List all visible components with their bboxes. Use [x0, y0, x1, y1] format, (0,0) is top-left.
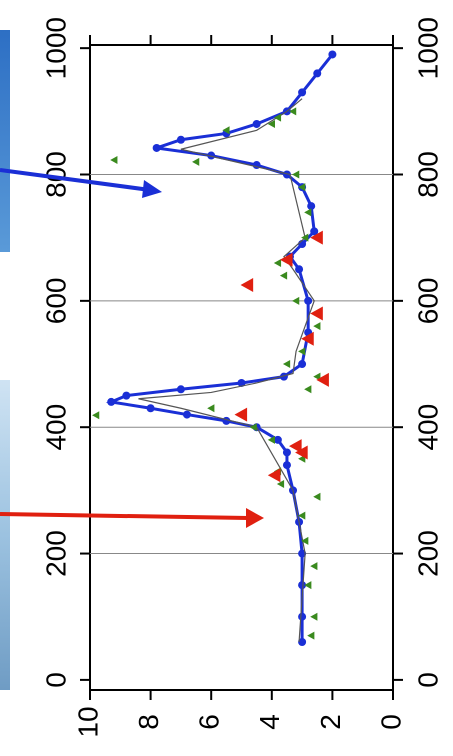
point: [292, 170, 300, 179]
series-line: [138, 98, 315, 643]
x-tick-label: 0: [412, 672, 443, 688]
y-tick-label: 8: [133, 714, 164, 730]
point: [267, 435, 275, 444]
point: [304, 208, 312, 217]
point: [252, 119, 261, 128]
point: [273, 113, 282, 122]
arrow: [0, 168, 151, 192]
point: [176, 135, 185, 144]
point: [310, 306, 323, 321]
point: [298, 360, 307, 369]
point: [146, 404, 155, 413]
point: [301, 331, 314, 346]
point: [289, 107, 297, 116]
point: [207, 404, 215, 413]
point: [110, 155, 118, 164]
point: [295, 265, 304, 274]
point: [298, 637, 307, 646]
point: [92, 411, 100, 420]
x-tick-label: 1000: [412, 17, 443, 79]
point: [234, 407, 248, 422]
arrow-head: [246, 508, 264, 528]
x-tick-label: 600: [40, 277, 71, 324]
point: [292, 296, 300, 305]
point: [282, 448, 291, 457]
point: [301, 233, 309, 242]
point: [289, 439, 302, 454]
point: [313, 322, 321, 331]
y-tick-label: 4: [254, 714, 285, 730]
point: [267, 119, 275, 128]
point: [273, 258, 282, 267]
point: [313, 492, 321, 501]
point: [304, 581, 312, 590]
x-tick-label: 0: [40, 672, 71, 688]
arrow-head: [142, 180, 162, 198]
point: [152, 143, 161, 152]
arrow: [0, 512, 249, 520]
point: [207, 151, 216, 160]
y-tick-label: 2: [315, 714, 346, 730]
point: [279, 372, 288, 381]
point: [282, 170, 291, 179]
y-tick-label: 6: [194, 714, 225, 730]
point: [240, 278, 254, 293]
point: [307, 631, 315, 640]
point: [328, 50, 337, 59]
point: [182, 410, 191, 419]
x-tick-label: 800: [412, 151, 443, 198]
plot-frame: [89, 44, 394, 691]
x-tick-label: 400: [40, 404, 71, 451]
point: [273, 435, 282, 444]
point: [307, 202, 316, 211]
point: [301, 536, 309, 545]
point: [222, 126, 230, 135]
point: [310, 612, 318, 621]
point: [298, 183, 306, 192]
x-tick-label: 600: [412, 277, 443, 324]
y-tick-label: 0: [375, 714, 406, 730]
point: [267, 468, 281, 483]
point: [304, 296, 313, 305]
point: [310, 227, 319, 236]
point: [249, 423, 257, 432]
point: [313, 69, 322, 78]
point: [298, 581, 307, 590]
point: [316, 372, 329, 387]
point: [237, 378, 246, 387]
point: [298, 239, 307, 248]
point: [107, 397, 116, 406]
point: [310, 230, 323, 245]
point: [276, 480, 285, 489]
point: [298, 612, 307, 621]
point: [298, 549, 307, 558]
x-tick-label: 400: [412, 404, 443, 451]
photo: [0, 30, 10, 252]
point: [298, 347, 306, 356]
point: [279, 271, 288, 280]
point: [295, 445, 308, 460]
point: [192, 157, 200, 166]
point: [298, 511, 306, 520]
point: [279, 252, 293, 267]
point: [282, 461, 291, 470]
x-tick-label: 1000: [40, 17, 71, 79]
point: [310, 562, 318, 571]
point: [298, 88, 307, 97]
x-tick-label: 200: [412, 530, 443, 577]
photo: [0, 380, 10, 690]
y-tick-label: 10: [72, 706, 103, 737]
point: [176, 385, 185, 394]
point: [282, 360, 291, 369]
x-tick-label: 200: [40, 530, 71, 577]
point: [122, 391, 131, 400]
point: [304, 385, 312, 394]
